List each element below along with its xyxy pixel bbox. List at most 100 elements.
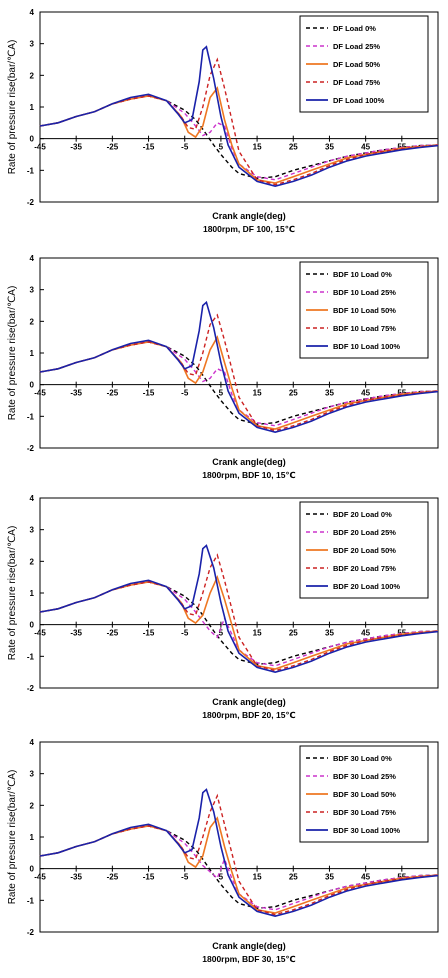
- x-tick-label: 35: [325, 143, 334, 152]
- x-axis-label: Crank angle(deg): [212, 211, 286, 221]
- x-axis-label: Crank angle(deg): [212, 697, 286, 707]
- series-line-2: [39, 825, 439, 911]
- x-tick-label: -15: [143, 143, 155, 152]
- y-tick-label: 1: [30, 833, 35, 842]
- series-line-2: [39, 341, 439, 427]
- y-axis-label: Rate of pressure rise(bar/℃A): [7, 286, 18, 421]
- chart-svg: -2 -1 0 1 2 3 4 -45 -35 -25 -15 -5 5 15 25 35 45 55 BDF 20…: [7, 494, 439, 720]
- x-tick-label: 5: [219, 873, 224, 882]
- x-tick-label: -5: [181, 629, 189, 638]
- y-tick-label: -2: [27, 444, 35, 453]
- y-tick-label: 0: [30, 621, 35, 630]
- y-tick-label: 0: [30, 865, 35, 874]
- x-tick-label: -45: [34, 629, 46, 638]
- x-tick-label: -45: [34, 873, 46, 882]
- y-tick-label: 2: [30, 71, 35, 80]
- chart-caption: 1800rpm, BDF 10, 15℃: [202, 470, 295, 480]
- x-tick-label: -25: [107, 143, 119, 152]
- y-tick-label: 0: [30, 135, 35, 144]
- x-tick-label: -25: [107, 873, 119, 882]
- x-tick-label: 45: [361, 629, 370, 638]
- series-line-5: [39, 788, 439, 918]
- x-tick-label: -35: [70, 629, 82, 638]
- legend-label: BDF 30 Load 25%: [333, 772, 396, 781]
- x-tick-label: -5: [181, 143, 189, 152]
- y-tick-label: 4: [30, 738, 35, 747]
- y-tick-label: 1: [30, 589, 35, 598]
- legend-label: DF Load 100%: [333, 96, 385, 105]
- x-tick-label: 15: [253, 143, 262, 152]
- x-tick-label: 35: [325, 629, 334, 638]
- y-axis-label: Rate of pressure rise(bar/℃A): [7, 526, 18, 661]
- legend-label: BDF 10 Load 25%: [333, 288, 396, 297]
- chart-panel-1: -2 -1 0 1 2 3 4 -45 -35 -25 -15 -5 5 15 25 35 45 55 DF Loa…: [0, 0, 448, 244]
- legend-label: BDF 20 Load 75%: [333, 564, 396, 573]
- x-tick-label: -5: [181, 389, 189, 398]
- y-tick-label: 1: [30, 103, 35, 112]
- chart-caption: 1800rpm, BDF 30, 15℃: [202, 954, 295, 964]
- y-tick-label: 0: [30, 381, 35, 390]
- legend-label: BDF 30 Load 75%: [333, 808, 396, 817]
- x-tick-label: -15: [143, 629, 155, 638]
- y-axis-label: Rate of pressure rise(bar/℃A): [7, 770, 18, 905]
- series-line-5: [39, 45, 439, 188]
- x-tick-label: -45: [34, 389, 46, 398]
- legend-label: BDF 20 Load 0%: [333, 510, 392, 519]
- series-line-5: [39, 544, 439, 674]
- legend-label: BDF 10 Load 50%: [333, 306, 396, 315]
- x-tick-label: -5: [181, 873, 189, 882]
- x-tick-label: 5: [219, 143, 224, 152]
- y-tick-label: -2: [27, 198, 35, 207]
- x-tick-label: 5: [219, 389, 224, 398]
- y-tick-label: 4: [30, 494, 35, 503]
- chart-panel-4: -2 -1 0 1 2 3 4 -45 -35 -25 -15 -5 5 15 25 35 45 55 BDF 30…: [0, 730, 448, 974]
- x-tick-label: 45: [361, 143, 370, 152]
- x-tick-label: -35: [70, 873, 82, 882]
- x-tick-label: -35: [70, 143, 82, 152]
- legend-label: BDF 30 Load 0%: [333, 754, 392, 763]
- legend-label: DF Load 0%: [333, 24, 376, 33]
- x-tick-label: -15: [143, 389, 155, 398]
- x-tick-label: -15: [143, 873, 155, 882]
- x-tick-label: 25: [289, 389, 298, 398]
- chart-panel-2: -2 -1 0 1 2 3 4 -45 -35 -25 -15 -5 5 15 25 35 45 55 BDF 10…: [0, 246, 448, 490]
- y-tick-label: 2: [30, 317, 35, 326]
- y-tick-label: 4: [30, 8, 35, 17]
- x-tick-label: 35: [325, 873, 334, 882]
- legend-label: DF Load 25%: [333, 42, 380, 51]
- legend-label: BDF 10 Load 0%: [333, 270, 392, 279]
- x-tick-label: 35: [325, 389, 334, 398]
- x-tick-label: -35: [70, 389, 82, 398]
- x-tick-label: 5: [219, 629, 224, 638]
- y-tick-label: 2: [30, 557, 35, 566]
- x-tick-label: 45: [361, 389, 370, 398]
- x-tick-label: 15: [253, 389, 262, 398]
- legend-label: BDF 30 Load 100%: [333, 826, 400, 835]
- y-tick-label: -1: [27, 412, 35, 421]
- y-tick-label: 3: [30, 770, 35, 779]
- chart-panel-3: -2 -1 0 1 2 3 4 -45 -35 -25 -15 -5 5 15 25 35 45 55 BDF 20…: [0, 486, 448, 730]
- chart-caption: 1800rpm, BDF 20, 15℃: [202, 710, 295, 720]
- y-tick-label: 3: [30, 526, 35, 535]
- legend-label: DF Load 75%: [333, 78, 380, 87]
- series-line-2: [39, 95, 439, 181]
- y-tick-label: -2: [27, 684, 35, 693]
- legend-label: BDF 20 Load 25%: [333, 528, 396, 537]
- chart-caption: 1800rpm, DF 100, 15℃: [203, 224, 295, 234]
- x-axis-label: Crank angle(deg): [212, 457, 286, 467]
- x-tick-label: 45: [361, 873, 370, 882]
- legend-label: BDF 20 Load 50%: [333, 546, 396, 555]
- x-tick-label: -45: [34, 143, 46, 152]
- chart-svg: -2 -1 0 1 2 3 4 -45 -35 -25 -15 -5 5 15 25 35 45 55 BDF 30…: [7, 738, 439, 964]
- x-tick-label: 15: [253, 629, 262, 638]
- y-tick-label: -1: [27, 166, 35, 175]
- x-tick-label: 55: [397, 629, 406, 638]
- y-tick-label: 1: [30, 349, 35, 358]
- legend-label: BDF 10 Load 100%: [333, 342, 400, 351]
- y-tick-label: 2: [30, 801, 35, 810]
- y-tick-label: -1: [27, 896, 35, 905]
- x-tick-label: 25: [289, 873, 298, 882]
- x-tick-label: 25: [289, 143, 298, 152]
- y-tick-label: 3: [30, 40, 35, 49]
